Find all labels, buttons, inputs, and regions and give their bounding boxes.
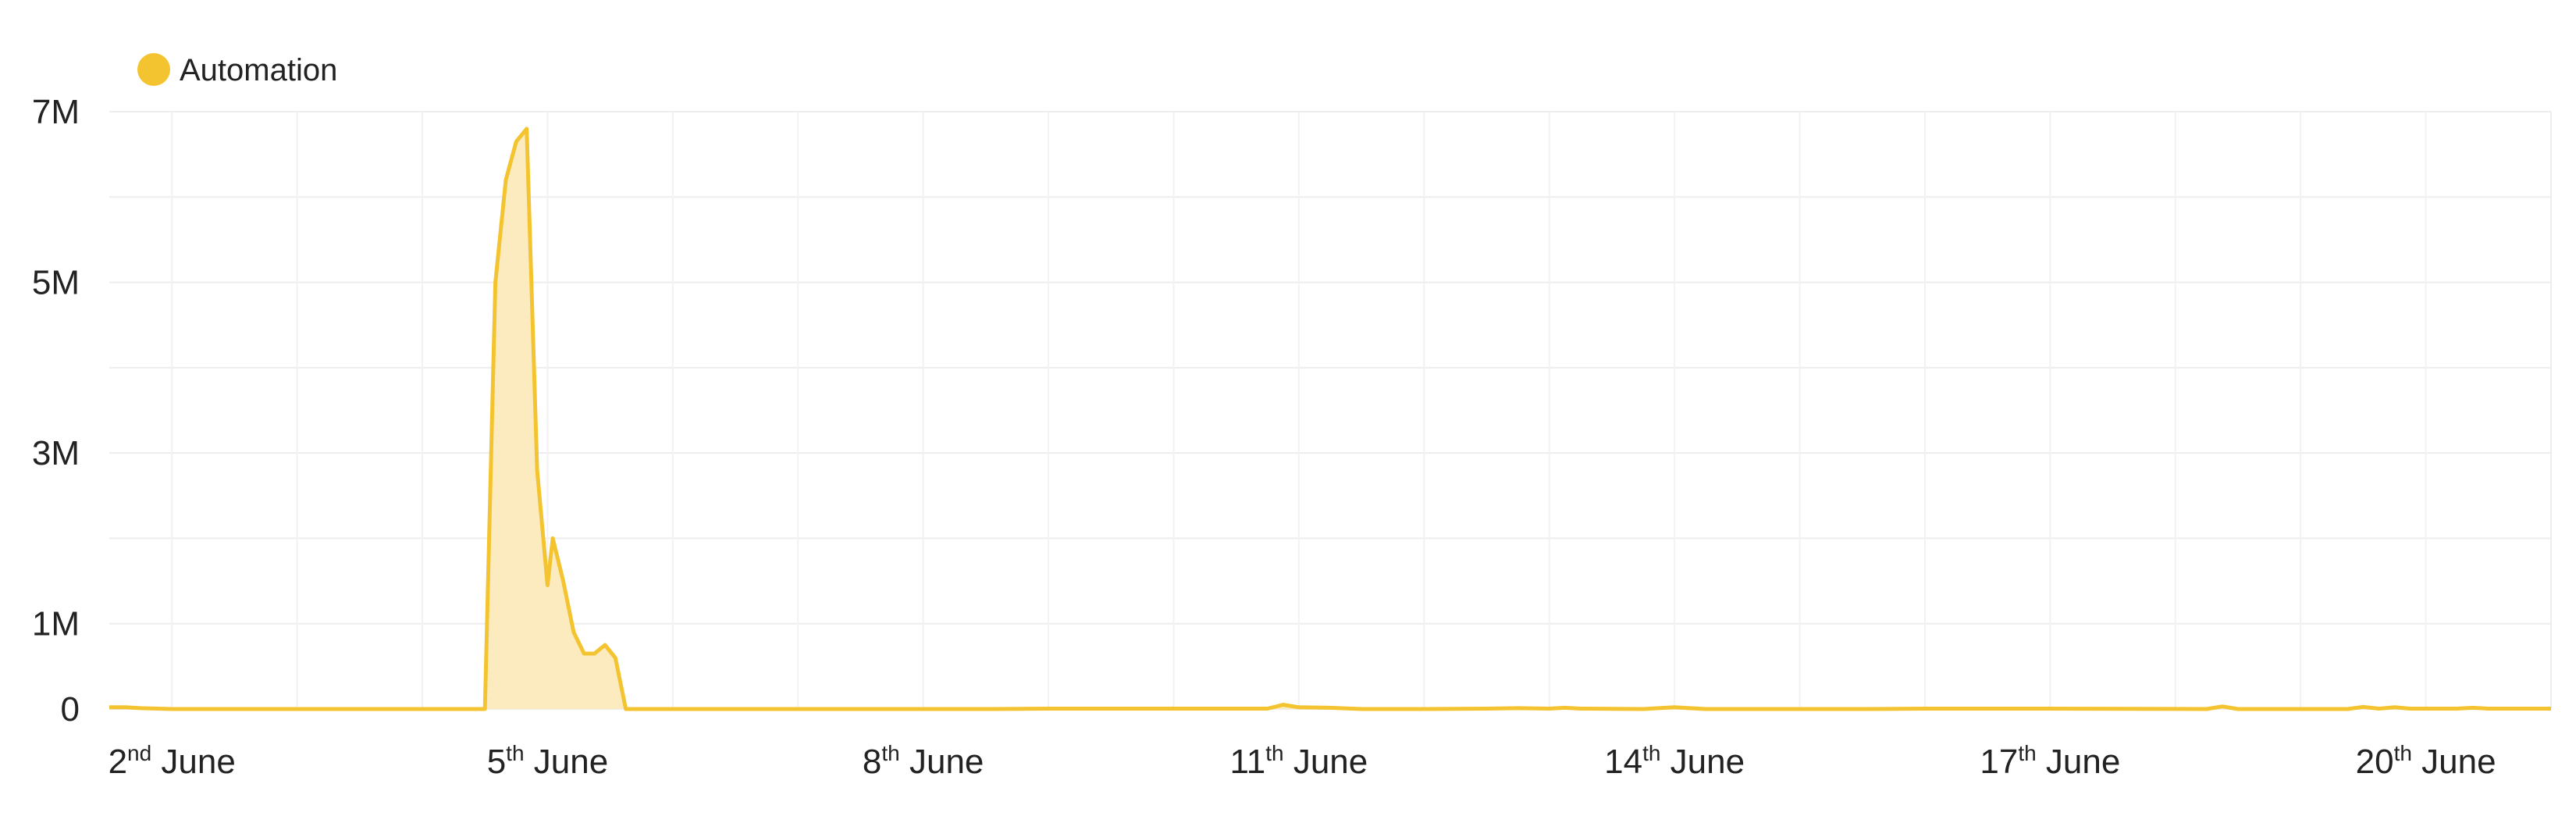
y-axis-ticks: 0 1M 3M 5M 7M [32,93,80,729]
x-tick-label: 20th June [2356,741,2496,781]
x-tick-label: 8th June [863,741,984,781]
series-line-automation [109,126,2551,711]
y-tick-label: 7M [32,93,80,131]
legend[interactable]: Automation [137,53,337,87]
series-area-automation [109,128,2551,709]
y-tick-label: 5M [32,264,80,302]
y-tick-label: 3M [32,434,80,472]
x-tick-label: 17th June [1980,741,2120,781]
legend-swatch-automation [137,53,170,86]
x-tick-label: 11th June [1230,741,1368,781]
x-tick-label: 5th June [487,741,608,781]
y-tick-label: 0 [61,690,80,729]
legend-label-automation: Automation [180,53,337,87]
x-axis-ticks: 2nd June 5th June 8th June 11th June 14th Ju… [109,741,2496,781]
x-tick-label: 14th June [1604,741,1745,781]
grid-lines [109,111,2552,710]
y-tick-label: 1M [32,605,80,643]
x-tick-label: 2nd June [109,741,236,781]
